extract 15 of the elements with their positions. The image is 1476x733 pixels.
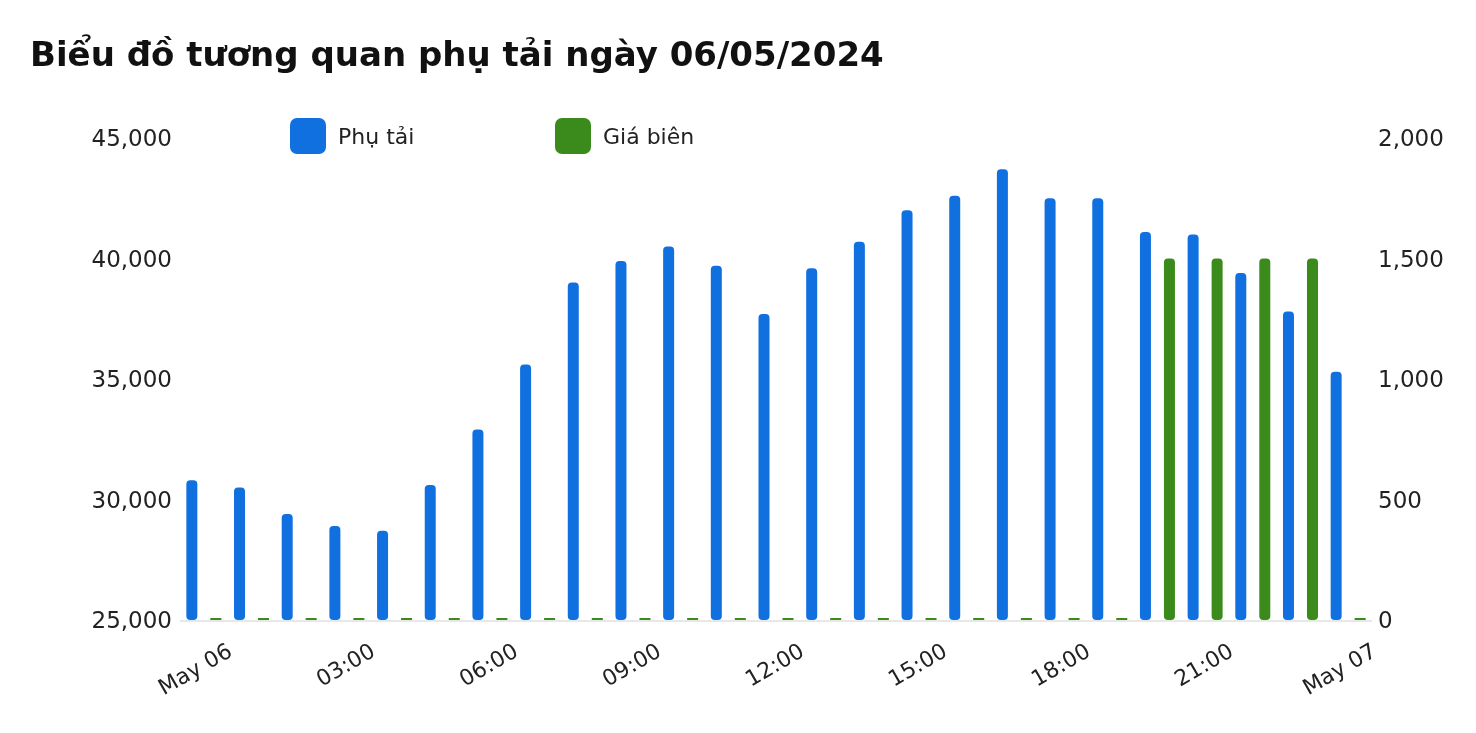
legend-label: Phụ tải <box>338 123 415 149</box>
y-tick-label: 25,000 <box>91 607 172 634</box>
y2-tick-label: 2,000 <box>1378 125 1444 152</box>
y-tick-label: 40,000 <box>91 245 172 272</box>
y-tick-label: 30,000 <box>91 486 172 513</box>
x-tick-label: May 07 <box>1298 638 1381 700</box>
x-tick-label: May 06 <box>153 638 237 700</box>
y-tick-label: 35,000 <box>91 366 172 393</box>
y-tick-label: 45,000 <box>91 125 172 152</box>
y2-tick-label: 1,500 <box>1378 245 1444 272</box>
y2-tick-label: 0 <box>1378 607 1393 634</box>
legend-label: Giá biên <box>603 123 695 149</box>
y2-tick-label: 1,000 <box>1378 366 1444 393</box>
y2-tick-label: 500 <box>1378 486 1422 513</box>
chart-title: Biểu đồ tương quan phụ tải ngày 06/05/2024 <box>30 34 884 74</box>
